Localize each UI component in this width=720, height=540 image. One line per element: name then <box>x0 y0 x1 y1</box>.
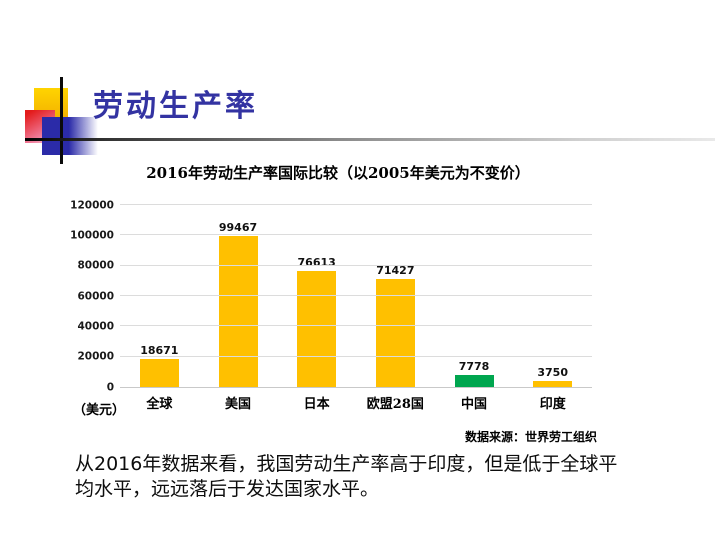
gridline <box>120 355 592 357</box>
gridline <box>120 234 592 236</box>
bar-slot: 18671 <box>120 205 199 387</box>
chart-title: 2016年劳动生产率国际比较（以2005年美元为不变价） <box>146 164 530 182</box>
y-tick-label: 80000 <box>77 259 114 272</box>
bar <box>454 375 494 387</box>
bar <box>533 381 573 387</box>
bar-value-label: 76613 <box>297 255 336 269</box>
bar-slot: 7778 <box>435 205 514 387</box>
bar-chart: 2016年劳动生产率国际比较（以2005年美元为不变价） 0 20000 40000… <box>70 160 603 456</box>
y-tick-label: 40000 <box>77 320 114 333</box>
title-underline-rule <box>25 138 715 141</box>
x-tick-label: 欧盟28国 <box>366 397 424 412</box>
x-tick-label: 中国 <box>461 397 488 412</box>
y-tick-label: 20000 <box>77 350 114 363</box>
decoration-blue-square <box>42 117 98 155</box>
gridline <box>120 204 592 205</box>
y-tick-label: 0 <box>106 380 114 393</box>
gridline <box>120 325 592 327</box>
gridline <box>120 264 592 266</box>
page-title: 劳动生产率 <box>93 89 258 124</box>
bar-slot: 76613 <box>277 205 356 387</box>
bars-container: 18671 99467 76613 71427 7778 3750 <box>120 205 592 387</box>
x-tick-label: 美国 <box>225 397 252 412</box>
bar <box>297 270 337 387</box>
gridline <box>120 295 592 296</box>
y-tick-label: 120000 <box>70 198 114 211</box>
plot-area: 18671 99467 76613 71427 7778 3750 <box>120 204 592 388</box>
bar-value-label: 7778 <box>458 360 490 374</box>
y-axis-unit-label: （美元） <box>73 403 126 418</box>
bar <box>139 358 179 387</box>
bar-slot: 71427 <box>356 205 435 387</box>
bar-slot: 3750 <box>513 205 592 387</box>
bar-value-label: 3750 <box>537 366 568 380</box>
x-tick-label: 日本 <box>303 397 330 412</box>
y-axis: 0 20000 40000 60000 80000 100000 120000 <box>70 200 114 392</box>
y-tick-label: 100000 <box>70 229 114 242</box>
bar-slot: 99467 <box>199 205 278 387</box>
bar-value-label: 99467 <box>218 221 258 235</box>
x-axis: 全球 美国 日本 欧盟28国 中国 印度 <box>120 393 592 412</box>
bar-value-label: 18671 <box>140 343 179 357</box>
x-tick-label: 全球 <box>146 397 173 412</box>
y-tick-label: 60000 <box>77 289 114 302</box>
bar <box>375 278 415 387</box>
bar-value-label: 71427 <box>376 263 415 277</box>
decoration-vertical-line <box>60 77 63 164</box>
commentary-text: 从2016年数据来看，我国劳动生产率高于印度，但是低于全球平均水平，远远落后于发… <box>75 453 618 501</box>
bar <box>218 236 258 387</box>
data-source-note: 数据来源：世界劳工组织 <box>464 430 597 444</box>
x-tick-label: 印度 <box>539 397 566 412</box>
